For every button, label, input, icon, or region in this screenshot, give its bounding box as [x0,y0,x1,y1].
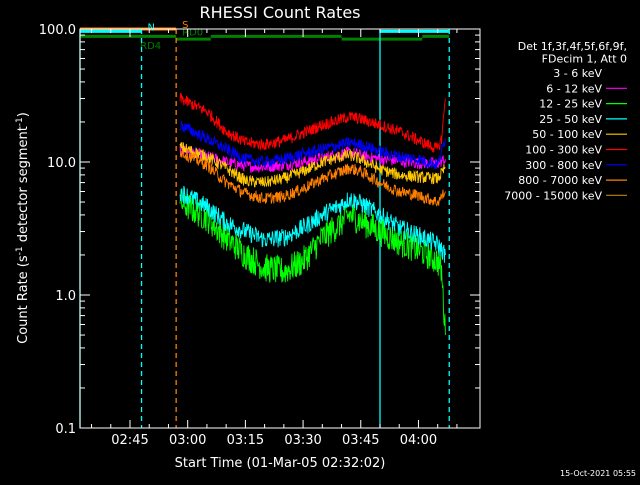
series-line [179,93,446,153]
legend-entry: 7000 - 15000 keV [504,189,602,202]
x-tick-label: 02:45 [111,433,148,448]
x-tick-label: 03:15 [227,433,264,448]
legend-entry: 3 - 6 keV [553,67,602,80]
instrument-flags: S N RD0 RD4 [80,20,450,52]
series-line [179,143,446,173]
legend-header: FDecim 1, Att 0 [542,53,627,66]
flag-label: N [148,22,155,33]
y-axis-label: Count Rate (s-1 detector segment-1) [15,112,31,344]
chart-title: RHESSI Count Rates [200,3,361,22]
x-tick-label: 03:30 [284,433,321,448]
legend-entry: 800 - 7000 keV [518,174,602,187]
series-line [179,142,446,188]
legend: Det 1f,3f,4f,5f,6f,9f,FDecim 1, Att 03 -… [504,40,627,202]
y-label-prefix: Count Rate (s [16,255,31,344]
y-label-exponent-1: -1 [15,246,25,255]
y-label-exponent-2: -1 [15,117,25,126]
series-line [179,148,446,207]
flag-label: RD0 [182,27,203,38]
flag-label: S [182,20,188,31]
x-axis-label: Start Time (01-Mar-05 02:32:02) [175,456,386,471]
legend-entry: 12 - 25 keV [539,98,602,111]
legend-entry: 100 - 300 keV [525,144,602,157]
x-tick-label: 03:45 [342,433,379,448]
plot-frame [79,28,481,429]
legend-entry: 25 - 50 keV [539,113,602,126]
legend-entry: 300 - 800 keV [525,159,602,172]
series-line [179,185,446,263]
y-tick-label: 1.0 [55,289,76,304]
y-tick-label: 0.1 [55,422,76,437]
y-label-suffix: ) [16,112,31,117]
series-line [179,120,446,170]
x-tick-label: 04:00 [400,433,437,448]
x-tick-label: 03:00 [169,433,206,448]
footer-timestamp: 15-Oct-2021 05:55 [560,469,636,478]
y-tick-label: 100.0 [39,23,76,38]
series-lines [179,93,446,336]
flag-label: RD4 [140,41,161,52]
legend-entry: 6 - 12 keV [546,82,602,95]
legend-header: Det 1f,3f,4f,5f,6f,9f, [518,40,627,53]
axis-ticks: 02:45 03:00 03:15 03:30 03:45 04:00 0.1 1.0 10.0… [39,23,480,448]
y-tick-label: 10.0 [47,156,76,171]
legend-entry: 50 - 100 keV [532,128,602,141]
y-label-middle: detector segment [16,126,31,246]
